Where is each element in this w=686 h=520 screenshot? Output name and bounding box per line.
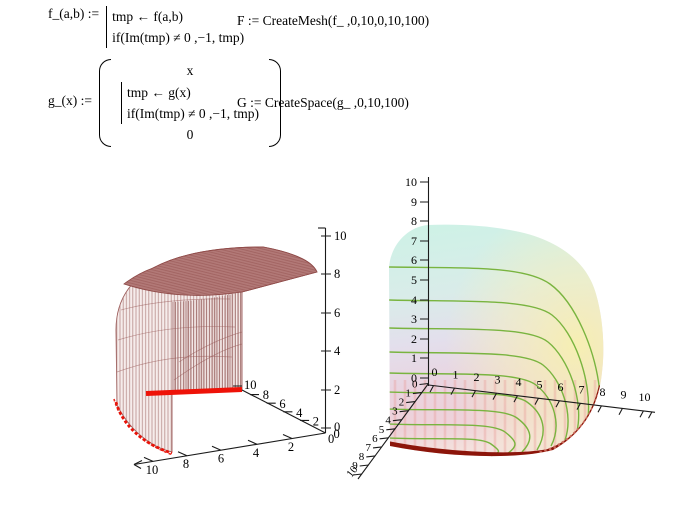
svg-text:8: 8 (183, 457, 189, 471)
g-vector-bottom: 0 (186, 127, 194, 142)
svg-text:0: 0 (334, 420, 340, 434)
svg-text:10: 10 (405, 175, 417, 189)
g-vector-top: x (186, 63, 194, 78)
svg-text:8: 8 (600, 385, 606, 399)
svg-text:8: 8 (334, 267, 340, 281)
g-program-line2: if(Im(tmp) ≠ 0 ,−1, tmp) (126, 106, 259, 121)
svg-text:9: 9 (621, 388, 627, 402)
surface-axes (352, 177, 656, 480)
svg-text:1: 1 (453, 368, 459, 382)
svg-text:8: 8 (263, 388, 269, 402)
g-program-block: tmp ← g(x) if(Im(tmp) ≠ 0 ,−1, tmp) (120, 82, 259, 124)
svg-text:7: 7 (411, 234, 417, 248)
svg-text:5: 5 (379, 424, 385, 436)
clip-red-line (145, 387, 243, 396)
g-program-line1: tmp ← g(x) (126, 85, 191, 100)
formula-create-mesh[interactable]: F := CreateMesh(f_ ,0,10,0,10,100) (237, 13, 430, 28)
svg-text:0: 0 (432, 365, 438, 379)
f-lhs: f_(a,b) := (48, 6, 100, 21)
svg-text:8: 8 (359, 451, 365, 463)
svg-text:8: 8 (411, 214, 417, 228)
svg-text:0: 0 (328, 432, 334, 446)
svg-text:6: 6 (218, 452, 224, 466)
svg-text:10: 10 (344, 463, 361, 479)
mesh-origin-label: 0 (334, 427, 340, 441)
svg-text:2: 2 (288, 440, 294, 454)
svg-text:1: 1 (405, 388, 411, 400)
mesh-face-curves (116, 298, 243, 381)
plot-surface-G[interactable]: 10 9 8 7 6 5 4 3 2 1 0 0 1 2 3 4 5 6 (344, 175, 656, 480)
mesh-x-tick-labels: 10 8 6 4 2 (146, 440, 294, 477)
svg-text:4: 4 (411, 293, 417, 307)
svg-text:3: 3 (495, 373, 501, 387)
mesh-z-tick-labels: 10 8 6 4 2 0 (334, 229, 347, 434)
svg-text:4: 4 (385, 415, 391, 427)
surface-z-tick-labels: 10 9 8 7 6 5 4 3 2 1 0 (405, 175, 417, 385)
svg-text:2: 2 (399, 397, 405, 409)
svg-text:0: 0 (412, 379, 418, 391)
mesh-y-tick-labels: 10 8 6 4 2 0 (244, 378, 334, 446)
svg-text:3: 3 (392, 406, 398, 418)
formula-g-definition[interactable]: g_(x) := x tmp ← g(x) if(Im(tmp) ≠ 0 ,−1… (48, 59, 281, 147)
svg-text:10: 10 (639, 390, 651, 404)
svg-text:2: 2 (334, 383, 340, 397)
g-lhs: g_(x) := (48, 93, 92, 108)
svg-text:10: 10 (334, 229, 347, 243)
svg-text:6: 6 (411, 253, 417, 267)
svg-text:4: 4 (334, 344, 341, 358)
f-program-line1: tmp ← f(a,b) (112, 9, 183, 24)
svg-text:9: 9 (352, 460, 358, 472)
mesh-front-cliff (172, 292, 242, 392)
svg-text:6: 6 (279, 397, 285, 411)
svg-text:10: 10 (146, 463, 159, 477)
svg-text:4: 4 (516, 375, 522, 389)
svg-text:2: 2 (313, 415, 319, 429)
f-program-block: tmp ← f(a,b) if(Im(tmp) ≠ 0 ,−1, tmp) (106, 6, 244, 48)
surface-x-tick-labels: 0 1 2 3 4 5 6 7 8 9 10 (432, 365, 651, 404)
svg-text:2: 2 (411, 332, 417, 346)
svg-text:7: 7 (366, 442, 372, 454)
svg-text:6: 6 (372, 433, 378, 445)
formula-create-space[interactable]: G := CreateSpace(g_ ,0,10,100) (237, 95, 409, 110)
svg-text:10: 10 (244, 378, 257, 392)
f-program-line2: if(Im(tmp) ≠ 0 ,−1, tmp) (112, 30, 245, 45)
svg-text:1: 1 (411, 351, 417, 365)
surface-pink-streaks (389, 380, 604, 457)
svg-text:5: 5 (537, 378, 543, 392)
mesh-axes (133, 227, 331, 469)
g-vector: x tmp ← g(x) if(Im(tmp) ≠ 0 ,−1, tmp) 0 (98, 59, 281, 147)
svg-text:7: 7 (579, 383, 585, 397)
formula-f-definition[interactable]: f_(a,b) := tmp ← f(a,b) if(Im(tmp) ≠ 0 ,… (48, 6, 244, 48)
svg-text:3: 3 (411, 312, 417, 326)
svg-text:2: 2 (474, 370, 480, 384)
svg-text:0: 0 (411, 371, 417, 385)
svg-text:5: 5 (411, 273, 417, 287)
svg-text:6: 6 (334, 306, 340, 320)
surface-y-tick-labels: 0 1 2 3 4 5 6 7 8 9 10 (344, 379, 418, 480)
svg-text:9: 9 (411, 195, 417, 209)
plot-mesh-F[interactable]: 10 8 6 4 2 0 10 8 6 4 2 0 10 8 6 4 (113, 227, 347, 477)
svg-text:4: 4 (296, 406, 303, 420)
svg-text:4: 4 (253, 446, 260, 460)
svg-text:6: 6 (558, 380, 564, 394)
